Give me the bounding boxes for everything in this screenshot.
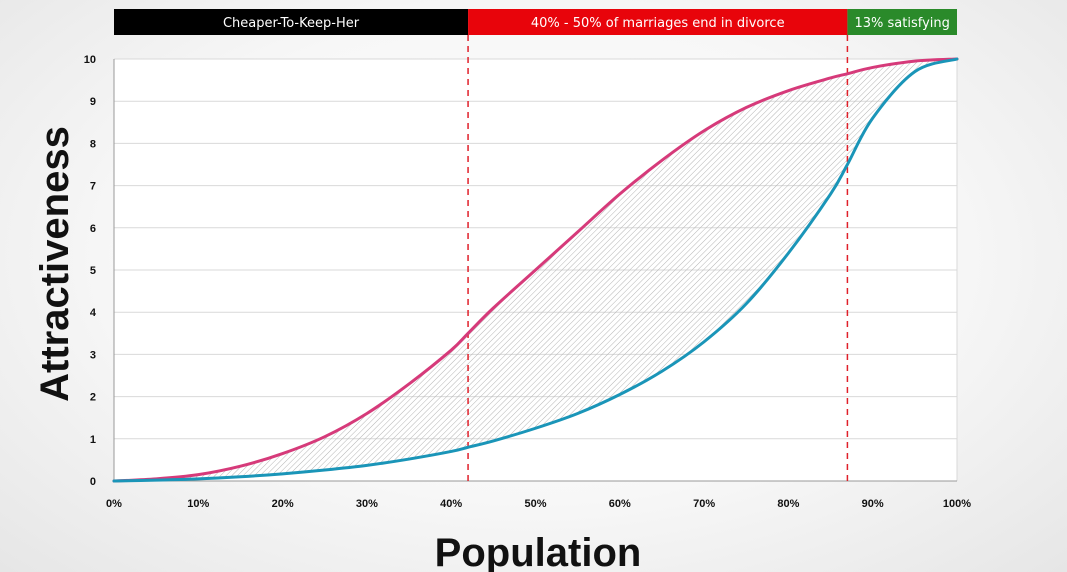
band-label-1: 40% - 50% of marriages end in divorce — [531, 16, 785, 31]
x-tick-label: 100% — [943, 498, 971, 510]
y-tick-label: 4 — [90, 307, 97, 319]
x-axis-title: Population — [435, 531, 642, 572]
y-tick-label: 2 — [90, 392, 96, 404]
y-axis-title: Attractiveness — [33, 126, 77, 402]
y-tick-label: 3 — [90, 349, 96, 361]
band-2 — [847, 9, 957, 35]
x-tick-label: 0% — [106, 498, 122, 510]
top-bands: Cheaper-To-Keep-Her 40% - 50% of marriage… — [114, 9, 957, 35]
x-tick-label: 40% — [440, 498, 462, 510]
y-tick-label: 6 — [90, 223, 96, 235]
x-ticks: 0% 10% 20% 30% 40% 50% 60% 70% 80% 90% 100% — [106, 498, 971, 510]
y-tick-label: 0 — [90, 476, 96, 488]
y-tick-label: 1 — [90, 434, 96, 446]
band-label-2: 13% satisfying — [855, 16, 950, 31]
x-tick-label: 50% — [524, 498, 546, 510]
series — [112, 57, 959, 483]
y-ticks: 0 1 2 3 4 5 6 7 8 9 10 — [84, 54, 97, 488]
x-tick-label: 20% — [272, 498, 294, 510]
band-0 — [114, 9, 469, 35]
y-tick-label: 10 — [84, 54, 96, 66]
y-tick-label: 9 — [90, 96, 96, 108]
y-tick-label: 5 — [90, 265, 96, 277]
dividers — [467, 35, 849, 481]
series-line-1 — [112, 57, 959, 483]
x-tick-label: 10% — [187, 498, 209, 510]
x-tick-label: 60% — [609, 498, 631, 510]
y-tick-label: 7 — [90, 181, 96, 193]
band-label-0: Cheaper-To-Keep-Her — [223, 16, 360, 31]
x-tick-label: 80% — [777, 498, 799, 510]
series-line-0 — [112, 57, 959, 483]
y-tick-label: 8 — [90, 138, 96, 150]
x-tick-label: 30% — [356, 498, 378, 510]
x-tick-label: 70% — [693, 498, 715, 510]
x-tick-label: 90% — [862, 498, 884, 510]
band-1 — [468, 9, 848, 35]
